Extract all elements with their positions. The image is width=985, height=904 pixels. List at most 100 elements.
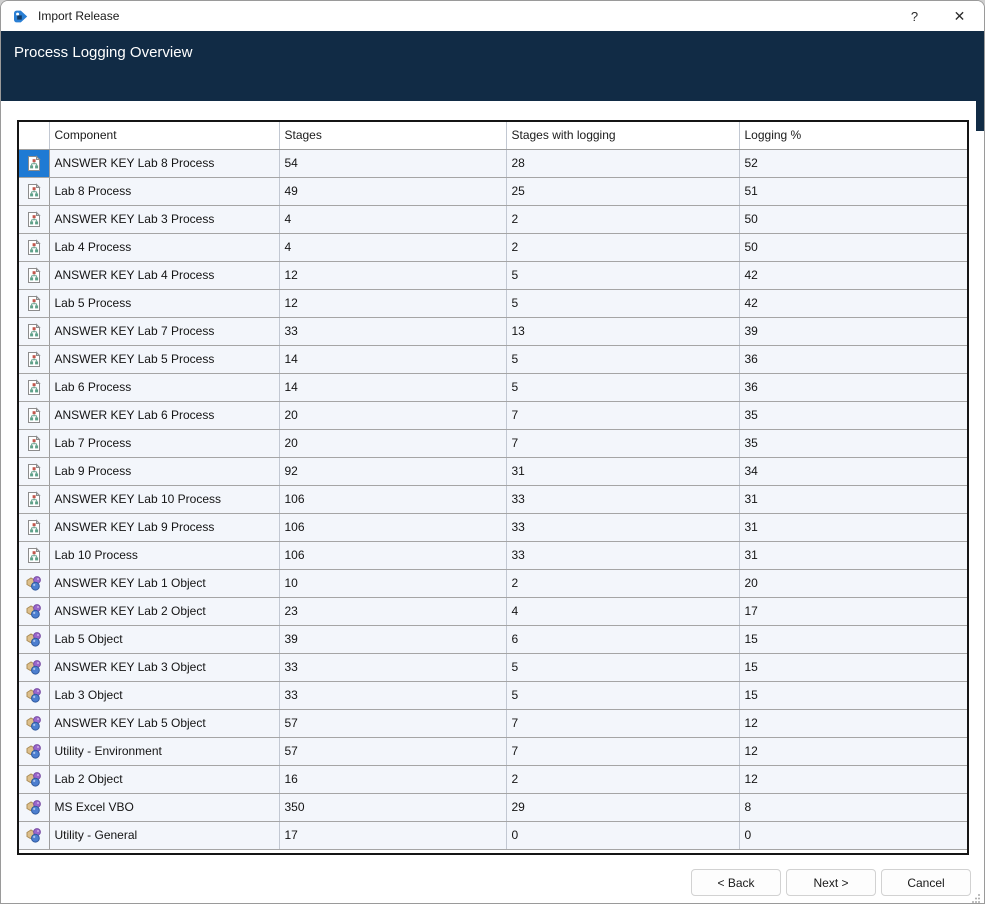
cell-stages: 92: [279, 457, 507, 486]
cell-stages-with-logging: 2: [506, 569, 740, 598]
cell-stages-with-logging: 7: [506, 429, 740, 458]
table-row[interactable]: ANSWER KEY Lab 3 Process 4 2 50: [19, 205, 967, 234]
column-header-component[interactable]: Component: [49, 122, 280, 150]
wizard-step-banner: Process Logging Overview: [1, 31, 984, 101]
cell-stages-with-logging: 33: [506, 513, 740, 542]
cell-stages: 17: [279, 821, 507, 850]
cell-component: ANSWER KEY Lab 9 Process: [49, 513, 280, 542]
resize-grip[interactable]: [971, 890, 981, 903]
process-icon: [19, 261, 50, 290]
cell-stages: 54: [279, 149, 507, 178]
process-icon: [19, 177, 50, 206]
table-row[interactable]: ANSWER KEY Lab 9 Process 106 33 31: [19, 513, 967, 542]
cell-stages: 57: [279, 737, 507, 766]
table-row[interactable]: ANSWER KEY Lab 4 Process 12 5 42: [19, 261, 967, 290]
table-row[interactable]: Utility - General 17 0 0: [19, 821, 967, 850]
table-row[interactable]: Lab 5 Process 12 5 42: [19, 289, 967, 318]
object-icon: [19, 597, 50, 626]
table-row[interactable]: MS Excel VBO 350 29 8: [19, 793, 967, 822]
help-button[interactable]: ?: [892, 1, 937, 31]
cell-component: MS Excel VBO: [49, 793, 280, 822]
cell-stages-with-logging: 2: [506, 765, 740, 794]
cell-stages-with-logging: 13: [506, 317, 740, 346]
cell-stages: 106: [279, 513, 507, 542]
table-row[interactable]: ANSWER KEY Lab 5 Object 57 7 12: [19, 709, 967, 738]
cell-logging-pct: 31: [739, 513, 967, 542]
cell-stages: 23: [279, 597, 507, 626]
cell-stages: 350: [279, 793, 507, 822]
column-header-stages-with-logging[interactable]: Stages with logging: [506, 122, 740, 150]
back-button[interactable]: < Back: [691, 869, 781, 896]
table-row[interactable]: Lab 8 Process 49 25 51: [19, 177, 967, 206]
object-icon: [19, 681, 50, 710]
table-row[interactable]: ANSWER KEY Lab 10 Process 106 33 31: [19, 485, 967, 514]
table-row[interactable]: Lab 9 Process 92 31 34: [19, 457, 967, 486]
column-header-stages[interactable]: Stages: [279, 122, 507, 150]
table-row[interactable]: Lab 10 Process 106 33 31: [19, 541, 967, 570]
cell-logging-pct: 50: [739, 205, 967, 234]
process-icon: [19, 317, 50, 346]
cell-stages-with-logging: 33: [506, 541, 740, 570]
process-icon: [19, 513, 50, 542]
cell-stages: 16: [279, 765, 507, 794]
cell-logging-pct: 31: [739, 485, 967, 514]
cell-logging-pct: 15: [739, 681, 967, 710]
cell-logging-pct: 12: [739, 737, 967, 766]
cell-logging-pct: 8: [739, 793, 967, 822]
cell-stages: 49: [279, 177, 507, 206]
cell-component: Lab 5 Process: [49, 289, 280, 318]
table-row[interactable]: Lab 2 Object 16 2 12: [19, 765, 967, 794]
table-row[interactable]: Lab 3 Object 33 5 15: [19, 681, 967, 710]
table-row[interactable]: ANSWER KEY Lab 6 Process 20 7 35: [19, 401, 967, 430]
table-row[interactable]: ANSWER KEY Lab 3 Object 33 5 15: [19, 653, 967, 682]
cell-component: Lab 2 Object: [49, 765, 280, 794]
table-row[interactable]: ANSWER KEY Lab 2 Object 23 4 17: [19, 597, 967, 626]
cell-logging-pct: 52: [739, 149, 967, 178]
cell-logging-pct: 36: [739, 345, 967, 374]
table-row[interactable]: ANSWER KEY Lab 5 Process 14 5 36: [19, 345, 967, 374]
table-row[interactable]: ANSWER KEY Lab 7 Process 33 13 39: [19, 317, 967, 346]
cancel-button[interactable]: Cancel: [881, 869, 971, 896]
next-button[interactable]: Next >: [786, 869, 876, 896]
table-row[interactable]: Lab 7 Process 20 7 35: [19, 429, 967, 458]
cell-component: Lab 6 Process: [49, 373, 280, 402]
table-row[interactable]: Lab 4 Process 4 2 50: [19, 233, 967, 262]
cell-stages-with-logging: 33: [506, 485, 740, 514]
cell-component: Lab 8 Process: [49, 177, 280, 206]
cell-stages-with-logging: 0: [506, 821, 740, 850]
cell-logging-pct: 39: [739, 317, 967, 346]
cell-stages-with-logging: 5: [506, 373, 740, 402]
cell-logging-pct: 12: [739, 709, 967, 738]
cell-stages-with-logging: 7: [506, 401, 740, 430]
table-row[interactable]: ANSWER KEY Lab 1 Object 10 2 20: [19, 569, 967, 598]
process-icon: [19, 233, 50, 262]
object-icon: [19, 625, 50, 654]
table-body: ANSWER KEY Lab 8 Process 54 28 52 Lab 8 Proc…: [19, 149, 967, 850]
process-icon: [19, 345, 50, 374]
cell-component: Utility - General: [49, 821, 280, 850]
column-header-logging-pct[interactable]: Logging %: [739, 122, 967, 150]
cell-stages-with-logging: 5: [506, 261, 740, 290]
app-icon: [12, 8, 29, 25]
cell-stages-with-logging: 29: [506, 793, 740, 822]
cell-logging-pct: 31: [739, 541, 967, 570]
cell-stages-with-logging: 5: [506, 289, 740, 318]
column-header-icon: [19, 122, 50, 150]
table-row[interactable]: Utility - Environment 57 7 12: [19, 737, 967, 766]
cell-logging-pct: 42: [739, 289, 967, 318]
cell-stages-with-logging: 2: [506, 233, 740, 262]
cell-component: ANSWER KEY Lab 3 Process: [49, 205, 280, 234]
cell-component: ANSWER KEY Lab 2 Object: [49, 597, 280, 626]
table-row[interactable]: Lab 5 Object 39 6 15: [19, 625, 967, 654]
cell-component: Lab 7 Process: [49, 429, 280, 458]
cell-component: ANSWER KEY Lab 3 Object: [49, 653, 280, 682]
cell-logging-pct: 20: [739, 569, 967, 598]
cell-stages-with-logging: 25: [506, 177, 740, 206]
object-icon: [19, 709, 50, 738]
table-row[interactable]: ANSWER KEY Lab 8 Process 54 28 52: [19, 149, 967, 178]
process-icon: [19, 457, 50, 486]
cell-stages: 33: [279, 681, 507, 710]
table-row[interactable]: Lab 6 Process 14 5 36: [19, 373, 967, 402]
close-button[interactable]: ✕: [937, 1, 982, 31]
